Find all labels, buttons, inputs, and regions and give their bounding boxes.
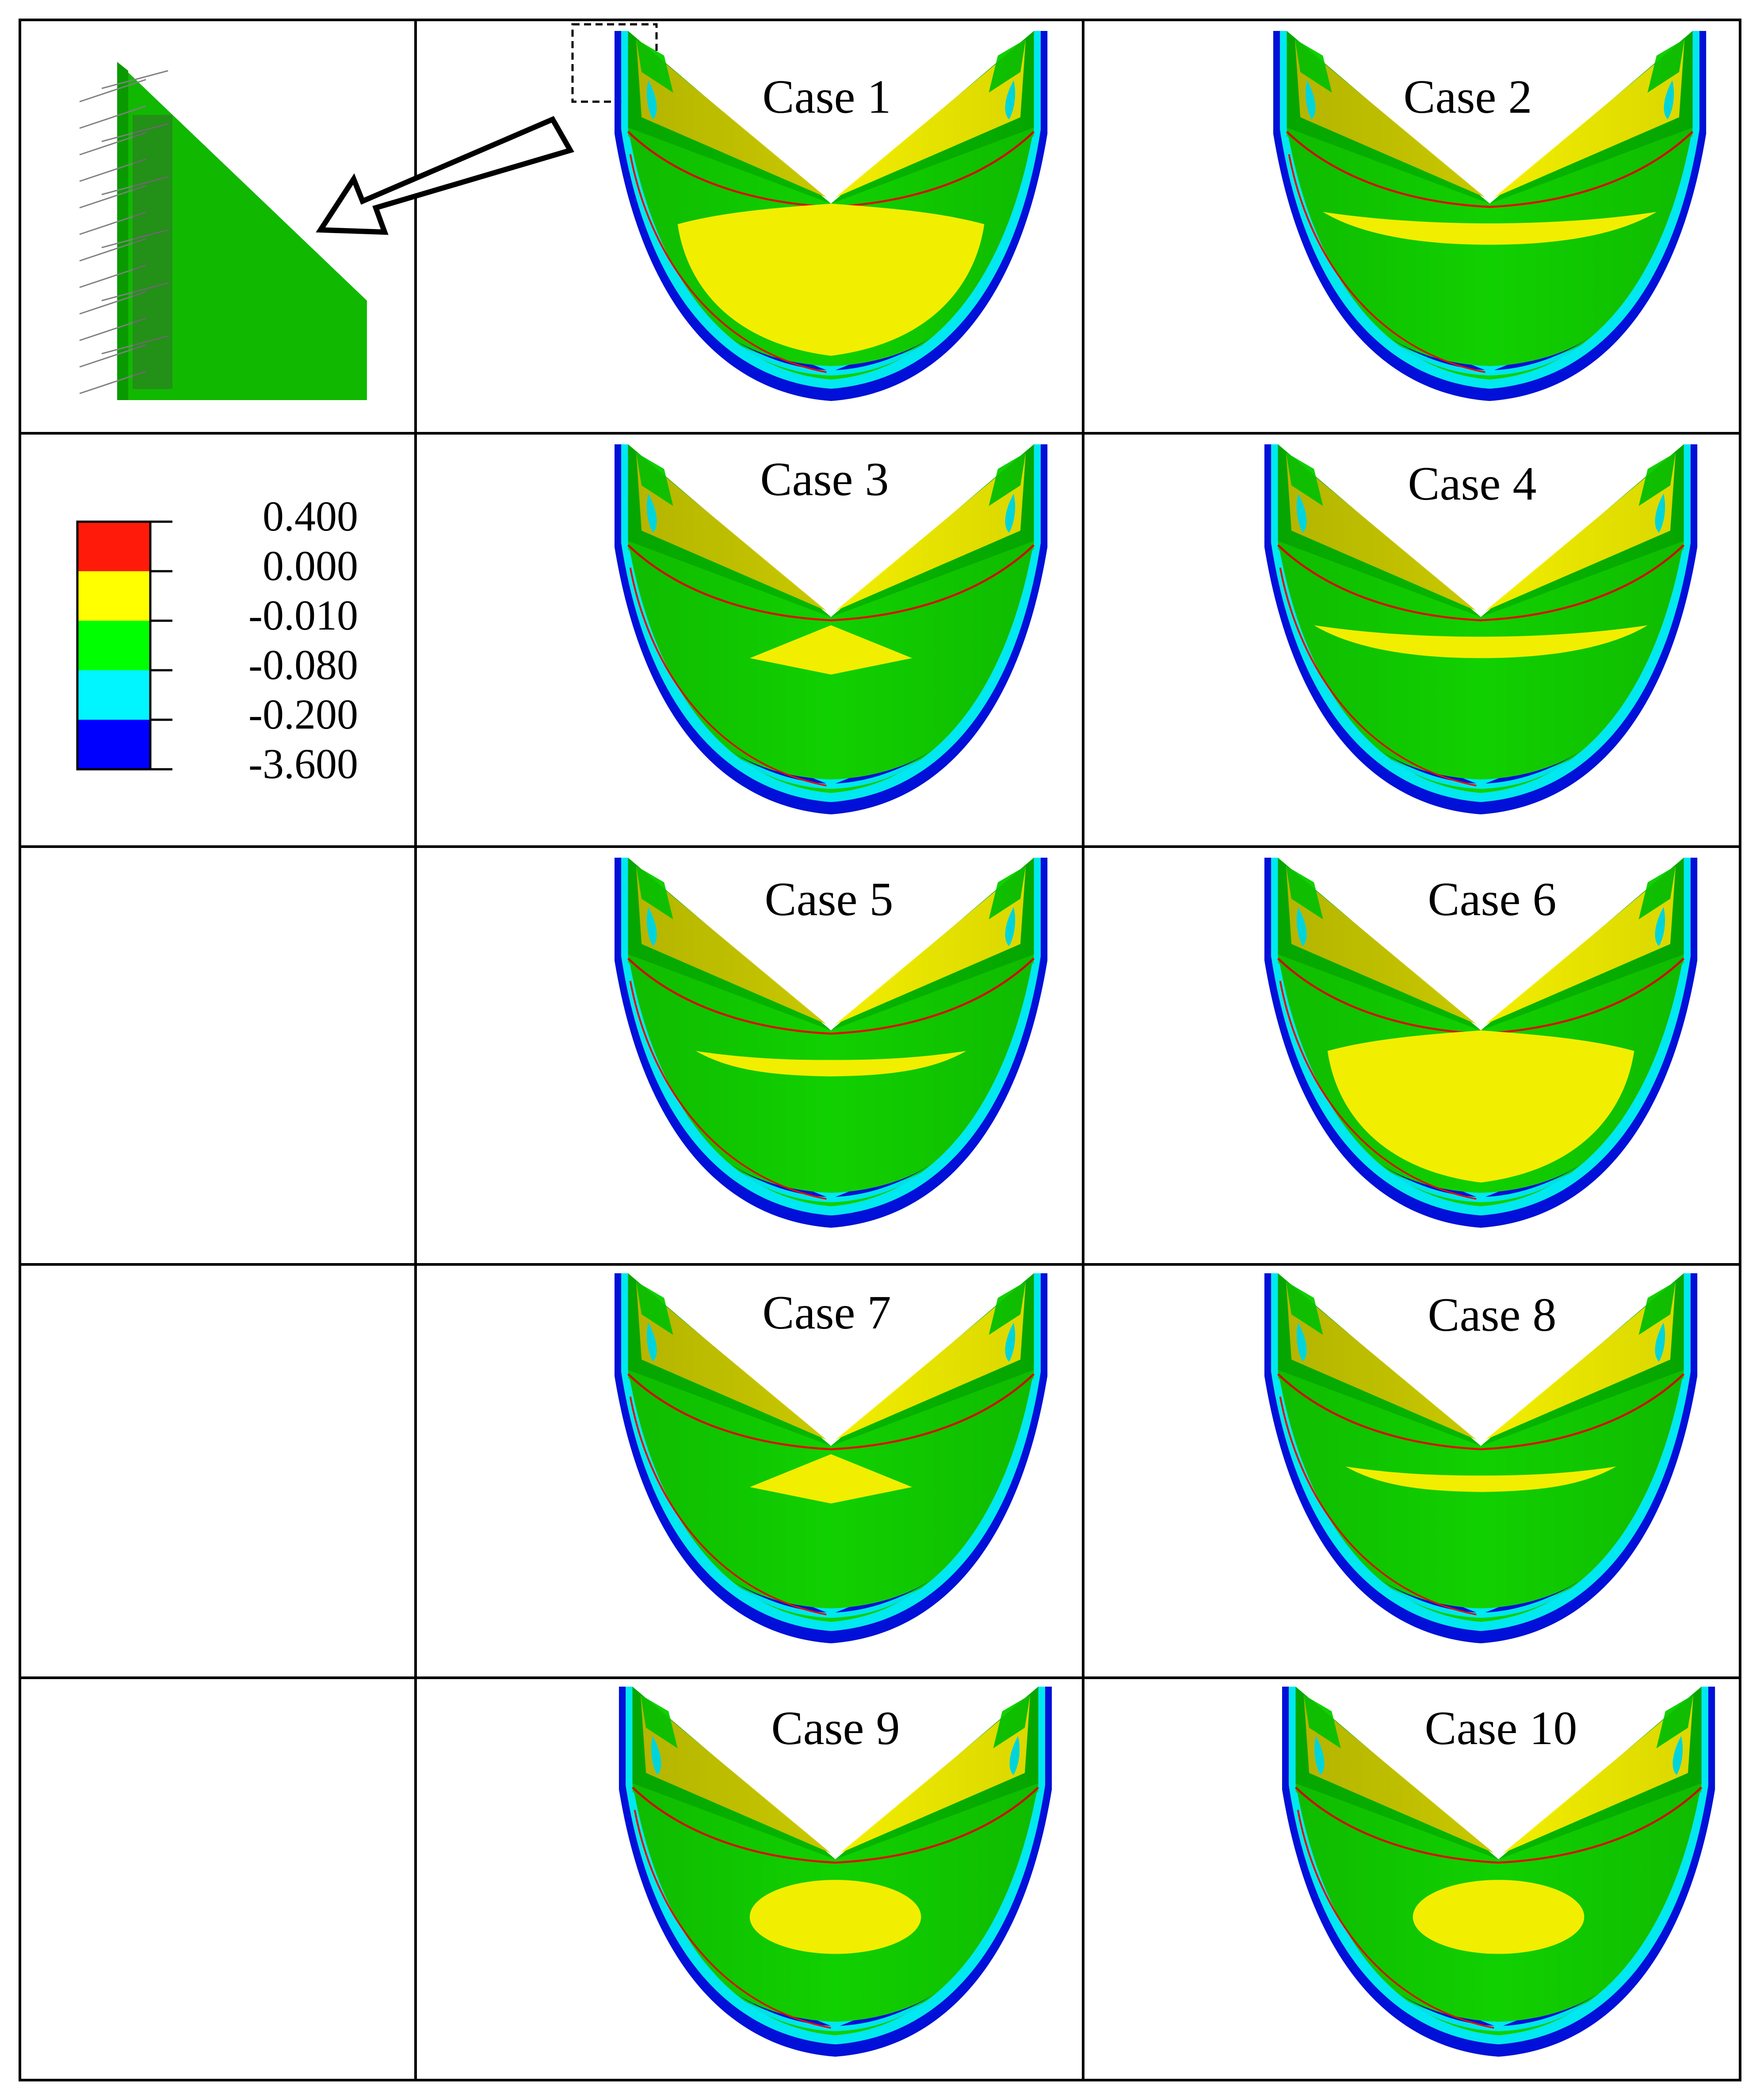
case-label: Case 6 [1428, 873, 1557, 926]
case-label: Case 5 [765, 873, 893, 926]
case-panel-8: Case 8 [1264, 1273, 1697, 1643]
legend-value: -0.010 [248, 592, 358, 639]
load-vectors [79, 70, 168, 394]
case-panel-5: Case 5 [615, 858, 1047, 1228]
legend-swatch [77, 522, 150, 571]
legend-swatch [77, 670, 150, 720]
case-label: Case 4 [1408, 458, 1537, 510]
zoom-detail-marker [316, 23, 658, 235]
legend-value: 0.000 [263, 542, 358, 589]
case-label: Case 1 [763, 71, 891, 123]
case-panel-2: Case 2 [1273, 31, 1706, 401]
case-panel-6: Case 6 [1264, 858, 1697, 1228]
case-label: Case 7 [763, 1287, 891, 1339]
legend-value: -3.600 [248, 740, 358, 787]
case-panel-10: Case 10 [1282, 1687, 1715, 2057]
legend-swatch [77, 720, 150, 769]
case-panel-3: Case 3 [615, 444, 1047, 814]
boundary-condition-detail [79, 62, 367, 400]
case-panel-7: Case 7 [615, 1273, 1047, 1643]
legend-value: 0.400 [263, 493, 358, 540]
legend-value: -0.200 [248, 691, 358, 738]
case-label: Case 8 [1428, 1289, 1557, 1341]
case-panel-1: Case 1 [615, 31, 1047, 401]
case-panel-9: Case 9 [619, 1687, 1052, 2057]
case-label: Case 9 [771, 1702, 900, 1755]
legend-swatch [77, 621, 150, 670]
case-label: Case 10 [1425, 1702, 1577, 1755]
case-panel-4: Case 4 [1264, 444, 1697, 814]
case-label: Case 2 [1404, 71, 1532, 123]
case-label: Case 3 [760, 453, 889, 506]
legend-value: -0.080 [248, 641, 358, 688]
legend-swatch [77, 571, 150, 621]
contour-legend: 0.400 0.000 -0.010 -0.080 -0.200 -3.600 [76, 493, 358, 787]
pointer-arrow [316, 116, 574, 235]
table-grid [19, 19, 1741, 2081]
